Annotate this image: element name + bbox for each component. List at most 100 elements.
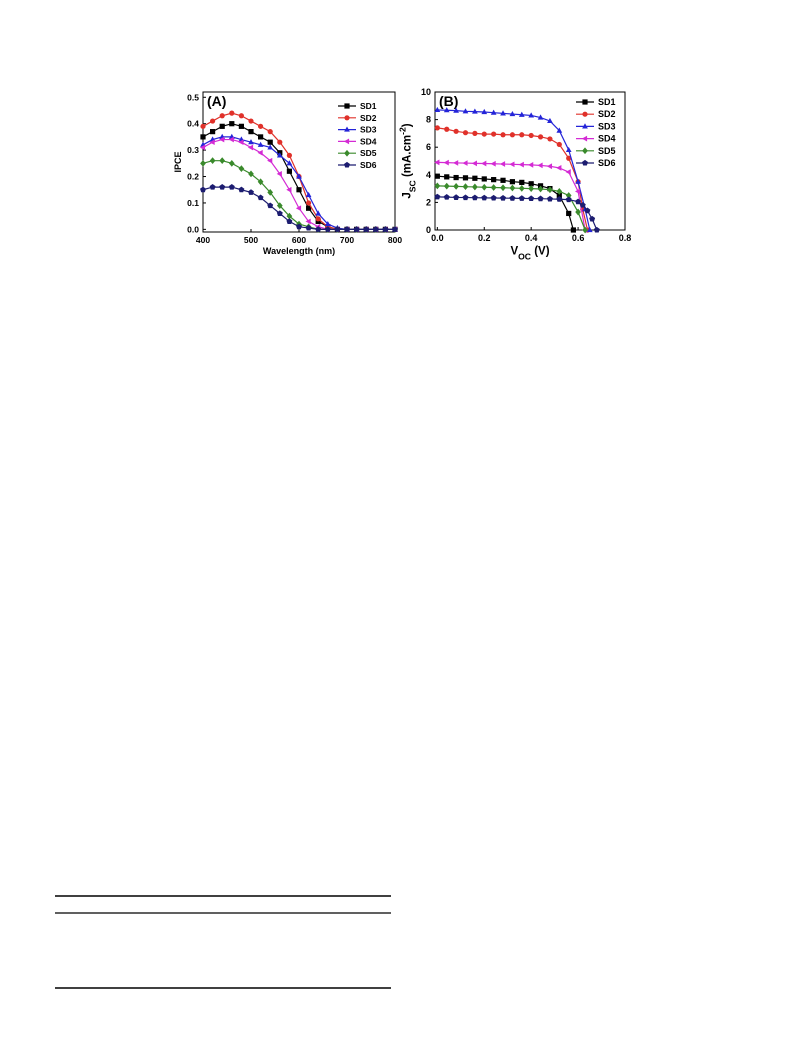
- marker: [453, 174, 459, 181]
- marker: [556, 165, 562, 171]
- marker: [491, 131, 497, 137]
- marker: [565, 146, 572, 153]
- y-axis-label-part: J: [402, 192, 414, 198]
- y-tick-label: 0.1: [187, 198, 199, 208]
- marker: [210, 118, 216, 124]
- marker: [296, 223, 302, 230]
- marker: [519, 179, 525, 185]
- marker: [581, 135, 588, 142]
- marker: [452, 160, 459, 166]
- marker: [582, 123, 588, 129]
- series-line: [437, 185, 586, 231]
- marker: [247, 144, 254, 151]
- marker: [462, 183, 469, 191]
- marker: [228, 159, 235, 167]
- marker: [209, 157, 216, 165]
- marker: [286, 160, 293, 166]
- marker: [382, 226, 389, 232]
- y-tick-label: 4: [426, 170, 431, 180]
- plot-frame: [434, 91, 626, 231]
- y-tick-label: 0: [426, 225, 431, 235]
- marker: [257, 194, 264, 201]
- marker: [528, 185, 535, 192]
- y-axis-label-part: SC: [408, 180, 418, 192]
- y-tick-label: 2: [426, 197, 431, 207]
- marker: [528, 132, 534, 139]
- x-axis-label-part: Wavelength (nm): [263, 246, 335, 256]
- y-axis-label-part: (mA.cm: [402, 135, 414, 180]
- y-axis-label: IPCE: [173, 151, 183, 172]
- series-line: [202, 160, 395, 230]
- marker: [334, 226, 341, 232]
- marker: [575, 198, 582, 205]
- marker: [286, 186, 292, 193]
- marker: [472, 183, 478, 191]
- marker: [434, 173, 440, 179]
- marker: [481, 160, 487, 167]
- marker: [248, 189, 254, 195]
- marker: [257, 141, 264, 147]
- marker: [566, 210, 572, 217]
- marker: [257, 149, 263, 156]
- marker: [286, 168, 292, 174]
- legend-label: SD1: [598, 97, 616, 107]
- marker: [509, 179, 516, 185]
- marker: [444, 126, 450, 132]
- marker: [209, 139, 215, 146]
- x-axis-label: Wavelength (nm): [263, 246, 335, 256]
- marker: [315, 226, 322, 232]
- marker: [363, 226, 370, 232]
- legend-label: SD5: [360, 148, 377, 158]
- marker: [344, 161, 350, 168]
- marker: [453, 107, 459, 113]
- marker: [565, 196, 572, 203]
- marker: [490, 184, 497, 191]
- marker: [565, 192, 572, 199]
- marker: [305, 218, 311, 225]
- marker: [210, 129, 216, 135]
- marker: [343, 138, 350, 145]
- marker: [267, 157, 273, 164]
- marker: [276, 171, 282, 177]
- x-tick-label: 800: [388, 235, 402, 245]
- marker: [528, 181, 534, 187]
- marker: [582, 226, 588, 234]
- marker: [267, 139, 273, 145]
- marker: [500, 132, 506, 138]
- marker: [509, 132, 516, 138]
- marker: [570, 227, 576, 233]
- marker: [434, 125, 440, 131]
- marker: [315, 218, 321, 225]
- marker: [276, 152, 283, 158]
- x-tick-label: 500: [244, 235, 258, 245]
- x-tick-label: 0.4: [525, 233, 538, 243]
- legend-label: SD4: [360, 136, 377, 146]
- marker: [219, 157, 226, 165]
- marker: [306, 205, 312, 211]
- marker: [248, 139, 254, 145]
- marker: [481, 194, 488, 201]
- marker: [518, 195, 525, 201]
- marker: [582, 111, 588, 117]
- marker: [586, 226, 593, 233]
- marker: [219, 113, 225, 119]
- marker: [582, 147, 588, 155]
- marker: [528, 112, 535, 118]
- marker: [556, 192, 562, 199]
- marker: [537, 114, 544, 120]
- y-tick-label: 6: [426, 142, 431, 152]
- marker: [392, 226, 398, 232]
- marker: [509, 161, 515, 168]
- marker: [556, 196, 563, 202]
- marker: [471, 160, 477, 167]
- panel-label: (B): [439, 93, 458, 109]
- marker: [500, 177, 506, 183]
- marker: [228, 183, 235, 190]
- marker: [518, 184, 525, 192]
- marker: [238, 113, 244, 119]
- marker: [509, 195, 516, 201]
- y-tick-label: 0.2: [187, 172, 199, 182]
- marker: [324, 220, 331, 227]
- marker: [453, 128, 459, 134]
- marker: [509, 184, 516, 192]
